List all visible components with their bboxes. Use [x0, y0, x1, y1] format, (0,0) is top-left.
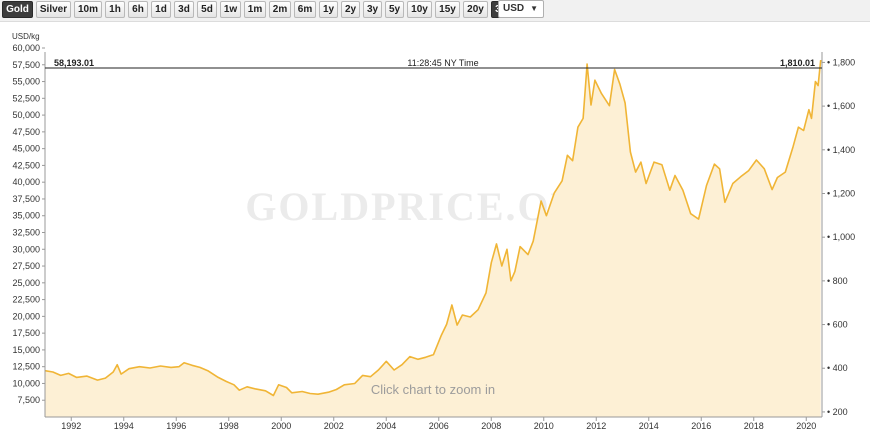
y-left-tick-label: 15,000	[12, 345, 40, 355]
y-right-tick-label: • 400	[827, 363, 848, 373]
range-button-10y[interactable]: 10y	[407, 1, 432, 18]
y-left-tick-label: 17,500	[12, 328, 40, 338]
x-tick-label: 2006	[429, 421, 449, 430]
y-left-tick-label: 22,500	[12, 295, 40, 305]
y-right-tick-label: • 1,400	[827, 145, 855, 155]
y-right-tick-label: • 600	[827, 320, 848, 330]
y-axis-unit-label: USD/kg	[12, 32, 40, 41]
y-left-tick-label: 20,000	[12, 311, 40, 321]
range-button-3d[interactable]: 3d	[174, 1, 194, 18]
range-button-15y[interactable]: 15y	[435, 1, 460, 18]
y-left-tick-label: 47,500	[12, 127, 40, 137]
y-left-tick-label: 40,000	[12, 177, 40, 187]
x-tick-label: 1992	[61, 421, 81, 430]
toolbar: Gold Silver 10m 1h 6h 1d 3d 5d 1w 1m 2m 6m 1y 2y 3y 5y 1…	[0, 0, 870, 22]
range-button-gold[interactable]: Gold	[2, 1, 33, 18]
y-left-tick-label: 50,000	[12, 110, 40, 120]
header-right-value: 1,810.01	[780, 58, 815, 68]
range-button-10m[interactable]: 10m	[74, 1, 102, 18]
range-button-3y[interactable]: 3y	[363, 1, 382, 18]
range-button-2y[interactable]: 2y	[341, 1, 360, 18]
currency-select[interactable]: USD ▼	[498, 0, 544, 18]
range-button-1d[interactable]: 1d	[151, 1, 171, 18]
x-tick-label: 1996	[166, 421, 186, 430]
y-left-tick-label: 32,500	[12, 228, 40, 238]
x-tick-label: 2020	[796, 421, 816, 430]
y-left-tick-label: 27,500	[12, 261, 40, 271]
range-button-1y[interactable]: 1y	[319, 1, 338, 18]
price-chart[interactable]: GOLDPRICE.ORG USD/kg 7,50010,00012,50015…	[0, 22, 870, 430]
y-right-tick-label: • 1,000	[827, 232, 855, 242]
header-time: 11:28:45 NY Time	[407, 58, 478, 68]
y-left-tick-label: 60,000	[12, 43, 40, 53]
x-tick-label: 2008	[481, 421, 501, 430]
y-left-tick-label: 52,500	[12, 93, 40, 103]
range-button-20y[interactable]: 20y	[463, 1, 488, 18]
zoom-hint: Click chart to zoom in	[371, 382, 495, 397]
x-tick-label: 2016	[691, 421, 711, 430]
x-tick-label: 2018	[744, 421, 764, 430]
y-left-tick-label: 7,500	[17, 395, 40, 405]
y-right-tick-label: • 200	[827, 407, 848, 417]
y-right-tick-label: • 800	[827, 276, 848, 286]
x-tick-label: 2004	[376, 421, 396, 430]
header-left-value: 58,193.01	[54, 58, 94, 68]
chevron-down-icon: ▼	[530, 4, 538, 13]
plot-area: 7,500 10,000 12,500 15,000 17,500 20,000 22,50…	[12, 43, 855, 430]
x-tick-label: 2010	[534, 421, 554, 430]
y-left-tick-label: 10,000	[12, 378, 40, 388]
range-button-5y[interactable]: 5y	[385, 1, 404, 18]
y-left-tick-label: 57,500	[12, 60, 40, 70]
y-left-tick-label: 12,500	[12, 362, 40, 372]
y-left-tick-label: 55,000	[12, 77, 40, 87]
range-button-1m[interactable]: 1m	[244, 1, 266, 18]
y-right-tick-label: • 1,600	[827, 101, 855, 111]
x-tick-label: 2002	[324, 421, 344, 430]
range-button-2m[interactable]: 2m	[269, 1, 291, 18]
x-tick-label: 1998	[219, 421, 239, 430]
range-button-1w[interactable]: 1w	[220, 1, 241, 18]
y-left-tick-label: 45,000	[12, 144, 40, 154]
currency-value: USD	[503, 3, 525, 14]
x-tick-label: 2014	[639, 421, 659, 430]
range-button-6m[interactable]: 6m	[294, 1, 316, 18]
x-tick-label: 1994	[114, 421, 134, 430]
y-left-tick-label: 37,500	[12, 194, 40, 204]
range-button-5d[interactable]: 5d	[197, 1, 217, 18]
range-button-6h[interactable]: 6h	[128, 1, 148, 18]
x-tick-label: 2012	[586, 421, 606, 430]
x-tick-label: 2000	[271, 421, 291, 430]
price-area-fill	[45, 60, 821, 417]
y-left-tick-label: 25,000	[12, 278, 40, 288]
range-button-1h[interactable]: 1h	[105, 1, 125, 18]
y-right-tick-label: • 1,800	[827, 57, 855, 67]
range-button-silver[interactable]: Silver	[36, 1, 71, 18]
price-line	[44, 60, 822, 397]
y-left-tick-label: 30,000	[12, 244, 40, 254]
y-right-tick-label: • 1,200	[827, 188, 855, 198]
y-left-tick-label: 42,500	[12, 160, 40, 170]
y-left-tick-label: 35,000	[12, 211, 40, 221]
